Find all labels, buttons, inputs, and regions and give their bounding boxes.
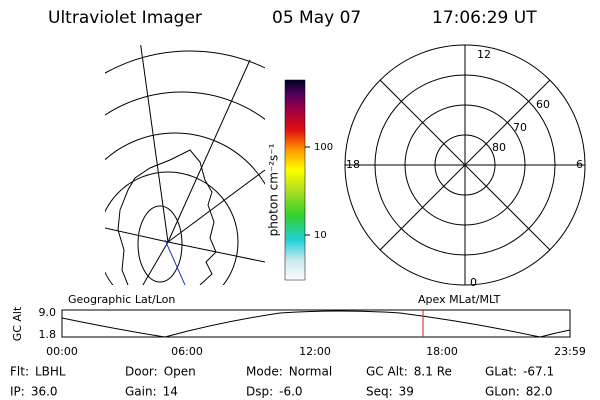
timeline-x-tick: 00:00	[46, 345, 78, 358]
lat-circle	[105, 91, 265, 120]
lat-circle	[105, 171, 239, 285]
info-label: Gain:	[125, 385, 157, 399]
colorbar-tick-label: 100	[314, 142, 333, 153]
instrument: Ultraviolet Imager	[48, 8, 202, 28]
timeline-y-tick: 1.8	[39, 328, 57, 341]
info-value: 14	[163, 385, 178, 399]
mlt-label: 18	[346, 158, 360, 171]
info-label: Flt:	[10, 365, 29, 379]
colorbar-tick-label: 10	[314, 230, 327, 241]
info-label: Door:	[125, 365, 158, 379]
coastline	[117, 149, 217, 285]
colorbar-label: photon cm⁻²s⁻¹	[267, 143, 281, 236]
info-value: 39	[399, 385, 414, 399]
info-value: Normal	[289, 365, 332, 379]
info-value: 8.1 Re	[414, 365, 452, 379]
info-value: Open	[164, 365, 196, 379]
mlt-label: 6	[576, 158, 583, 171]
mlat-label: 70	[513, 121, 527, 134]
info-value: 36.0	[31, 385, 58, 399]
info-label: GC Alt:	[366, 365, 408, 379]
time: 17:06:29 UT	[432, 8, 537, 28]
timeline-x-tick: 18:00	[426, 345, 458, 358]
lat-circle	[105, 50, 265, 74]
timeline-x-tick: 23:59	[554, 345, 586, 358]
geographic-map	[105, 45, 265, 285]
mlt-label: 0	[470, 276, 477, 289]
timeline-frame	[61, 309, 571, 338]
polar-axis	[379, 79, 551, 251]
info-label: IP:	[10, 385, 25, 399]
info-label: GLat:	[485, 365, 517, 379]
lat-circle	[137, 205, 183, 283]
timeline-y-tick: 9.0	[39, 306, 57, 319]
timeline-x-tick: 06:00	[171, 345, 203, 358]
lon-line	[105, 227, 169, 243]
mlat-label: 80	[492, 141, 506, 154]
colorbar	[284, 79, 306, 281]
info-label: Dsp:	[246, 385, 273, 399]
polar-plot	[344, 44, 586, 286]
timeline-title: Apex MLat/MLT	[418, 293, 501, 306]
info-value: LBHL	[35, 365, 66, 379]
timeline-x-tick: 12:00	[299, 345, 331, 358]
info-value: -6.0	[279, 385, 302, 399]
info-value: 82.0	[526, 385, 553, 399]
altitude-curve	[61, 310, 571, 338]
lon-line	[167, 59, 251, 243]
timeline-y-label: GC Alt	[11, 306, 24, 341]
mlt-label: 12	[477, 48, 491, 61]
mlat-label: 60	[536, 98, 550, 111]
info-label: Seq:	[366, 385, 393, 399]
timeline-title: Geographic Lat/Lon	[68, 293, 175, 306]
lon-line	[167, 169, 265, 243]
lat-circle	[105, 132, 265, 185]
info-label: GLon:	[485, 385, 520, 399]
lon-line	[142, 241, 169, 285]
info-value: -67.1	[523, 365, 554, 379]
sun-line	[164, 239, 186, 285]
info-label: Mode:	[246, 365, 283, 379]
date: 05 May 07	[272, 8, 361, 28]
lon-line	[140, 45, 169, 243]
